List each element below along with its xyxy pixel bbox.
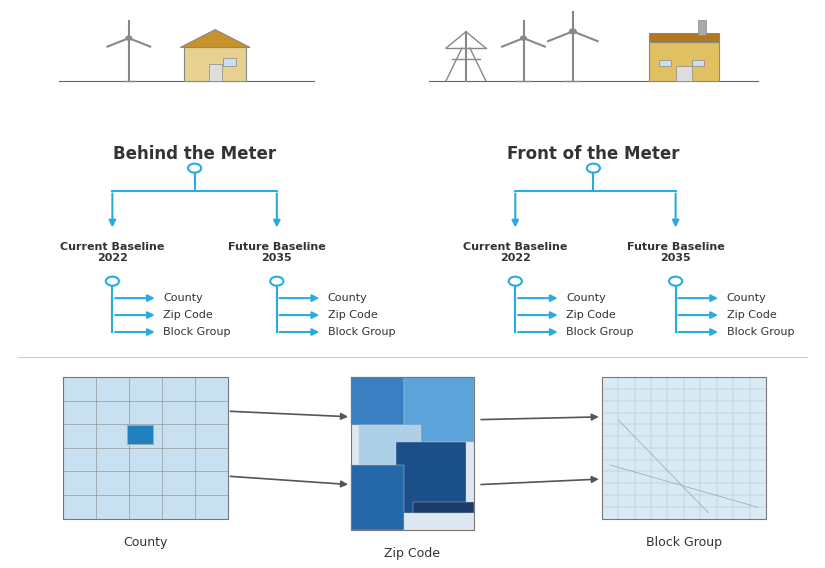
- FancyBboxPatch shape: [209, 64, 222, 81]
- Polygon shape: [63, 377, 228, 519]
- Text: County: County: [566, 293, 606, 303]
- Polygon shape: [359, 425, 421, 465]
- Polygon shape: [127, 425, 153, 444]
- FancyBboxPatch shape: [649, 42, 719, 81]
- FancyBboxPatch shape: [659, 60, 672, 66]
- Text: Future Baseline
2035: Future Baseline 2035: [627, 241, 724, 263]
- Text: Zip Code: Zip Code: [328, 310, 378, 320]
- Text: County: County: [328, 293, 368, 303]
- Polygon shape: [404, 377, 474, 442]
- Polygon shape: [180, 30, 250, 48]
- Circle shape: [569, 29, 576, 34]
- Text: Behind the Meter: Behind the Meter: [113, 145, 276, 163]
- Text: Zip Code: Zip Code: [384, 547, 441, 560]
- Text: Current Baseline
2022: Current Baseline 2022: [463, 241, 568, 263]
- Circle shape: [126, 36, 132, 40]
- FancyBboxPatch shape: [692, 60, 705, 66]
- Polygon shape: [351, 465, 404, 530]
- Text: Current Baseline
2022: Current Baseline 2022: [60, 241, 164, 263]
- Text: Future Baseline
2035: Future Baseline 2035: [228, 241, 326, 263]
- Text: Block Group: Block Group: [163, 327, 231, 337]
- Text: Zip Code: Zip Code: [163, 310, 213, 320]
- FancyBboxPatch shape: [649, 34, 719, 42]
- Text: Zip Code: Zip Code: [727, 310, 776, 320]
- Text: County: County: [123, 536, 167, 549]
- FancyBboxPatch shape: [184, 48, 246, 81]
- Polygon shape: [412, 502, 474, 513]
- Polygon shape: [351, 377, 474, 530]
- Text: Block Group: Block Group: [328, 327, 395, 337]
- FancyBboxPatch shape: [698, 20, 706, 35]
- Text: Zip Code: Zip Code: [566, 310, 616, 320]
- Text: Front of the Meter: Front of the Meter: [507, 145, 680, 163]
- Text: Block Group: Block Group: [566, 327, 634, 337]
- Text: Block Group: Block Group: [646, 536, 722, 549]
- FancyBboxPatch shape: [224, 58, 236, 66]
- Polygon shape: [351, 377, 404, 425]
- Text: County: County: [727, 293, 766, 303]
- FancyBboxPatch shape: [676, 66, 692, 81]
- Text: County: County: [163, 293, 203, 303]
- Polygon shape: [396, 442, 466, 513]
- Text: Block Group: Block Group: [727, 327, 794, 337]
- Polygon shape: [601, 377, 766, 519]
- Circle shape: [521, 36, 526, 40]
